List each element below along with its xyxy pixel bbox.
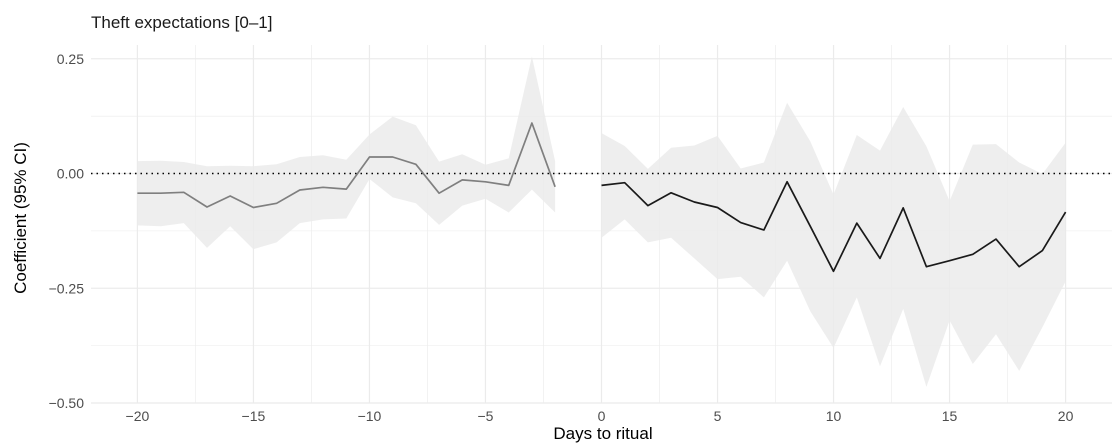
ci-ribbon-2 [601, 102, 1066, 387]
x-tick-label: 10 [826, 408, 842, 424]
x-tick-label: −10 [358, 408, 382, 424]
series-line-2 [601, 180, 1067, 273]
x-tick-label: 15 [942, 408, 958, 424]
x-tick-label: −15 [242, 408, 266, 424]
y-axis-label: Coefficient (95% CI) [11, 142, 30, 294]
x-tick-label: 5 [714, 408, 722, 424]
x-tick-label: −5 [477, 408, 493, 424]
x-axis-tick-labels: −20 −15 −10 −5 0 5 10 15 20 [126, 408, 1074, 424]
x-tick-label: 20 [1058, 408, 1074, 424]
y-tick-label: −0.50 [49, 395, 85, 411]
x-tick-label: 0 [598, 408, 606, 424]
series-lines [137, 122, 1067, 273]
y-axis-tick-labels: −0.50 −0.25 0.00 0.25 [49, 51, 85, 411]
y-tick-label: 0.25 [57, 51, 84, 67]
chart-title: Theft expectations [0–1] [91, 13, 272, 32]
ci-ribbon-1 [137, 56, 556, 250]
x-tick-label: −20 [126, 408, 150, 424]
series-line-1 [137, 122, 556, 209]
y-tick-label: −0.25 [49, 280, 85, 296]
x-axis-label: Days to ritual [553, 424, 652, 443]
y-tick-label: 0.00 [57, 166, 84, 182]
